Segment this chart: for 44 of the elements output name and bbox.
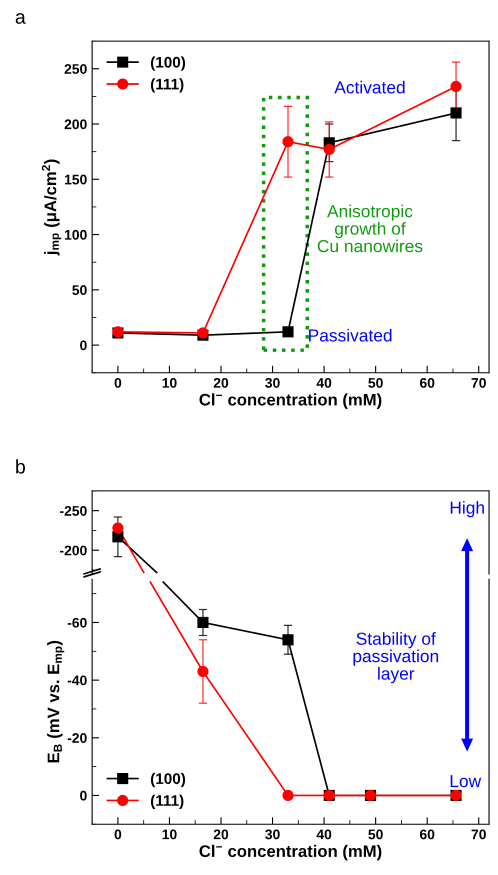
legend-label: (111) — [150, 78, 184, 93]
legend-label: (100) — [150, 56, 186, 71]
x-tick-label: 20 — [214, 378, 228, 388]
y-tick-label: -20 — [68, 733, 87, 743]
annotation: Low — [450, 775, 482, 788]
x-tick-label: 70 — [472, 829, 486, 840]
x-tick-label: 10 — [162, 829, 177, 840]
chart-title: b — [16, 459, 25, 474]
annotation: High — [450, 501, 484, 518]
x-tick-label: 60 — [420, 829, 434, 840]
x-axis-title: Cl$^{−}$ concentration (mM) — [200, 393, 382, 409]
x-tick-label: 70 — [472, 378, 486, 388]
legend-label: (100) — [150, 772, 186, 788]
x-tick-label: 50 — [368, 829, 383, 840]
annotation: Anisotropic growth of Cu nanowires — [318, 204, 422, 252]
y-tick-label: -40 — [68, 675, 87, 686]
y-tick-label: 0 — [80, 790, 87, 801]
x-tick-label: 50 — [368, 378, 383, 388]
x-tick-label: 40 — [316, 829, 332, 840]
y-tick-label: 0 — [80, 340, 87, 350]
x-tick-label: 10 — [162, 378, 177, 388]
x-tick-label: 0 — [114, 378, 122, 388]
y-tick-label: 100 — [64, 230, 87, 240]
annotation: Stability of passivation layer — [353, 632, 438, 684]
y-axis-title: j$_{mp}$ (μA/cm$^{2}$) — [42, 160, 62, 256]
x-axis-title: Cl$^{−}$ concentration (mM) — [200, 844, 382, 860]
x-tick-label: 20 — [214, 829, 228, 840]
x-tick-label: 40 — [316, 378, 332, 388]
y-tick-label: -250 — [60, 506, 87, 516]
x-tick-label: 60 — [420, 378, 434, 388]
y-tick-label: 50 — [72, 285, 87, 296]
legend-label: (111) — [150, 794, 184, 809]
y-tick-label: -60 — [68, 618, 87, 628]
annotation: Passivated — [309, 328, 392, 342]
y-tick-label: -200 — [60, 546, 87, 556]
y-tick-label: 250 — [64, 64, 87, 74]
chart-title: a — [16, 13, 26, 24]
x-tick-label: 0 — [114, 829, 122, 840]
x-tick-label: 30 — [265, 829, 280, 840]
y-tick-label: 200 — [64, 119, 87, 130]
y-axis-title: E$_{B}$ (mV vs. E$_{mp}$) — [47, 640, 64, 762]
y-tick-label: 150 — [64, 174, 87, 184]
annotation: Activated — [334, 80, 405, 94]
x-tick-label: 30 — [265, 378, 280, 388]
